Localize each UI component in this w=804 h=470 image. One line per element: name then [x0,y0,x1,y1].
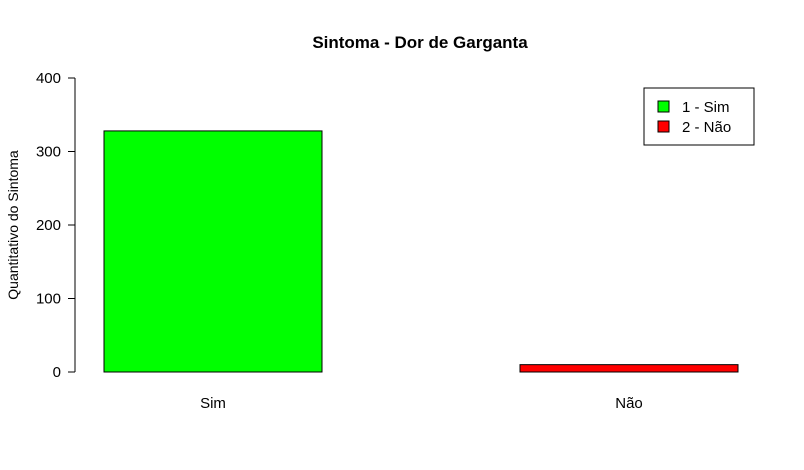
y-tick-label: 0 [53,364,61,381]
bar-nao [519,364,739,373]
y-tick-label: 200 [36,217,61,234]
legend-label: 1 - Sim [682,99,730,116]
legend: 1 - Sim 2 - Não [643,87,755,146]
legend-box [643,87,755,146]
x-tick-label: Não [615,395,643,412]
legend-swatch [657,120,670,133]
x-tick-labels: Sim Não [200,395,643,412]
legend-swatch [657,100,670,113]
legend-label: 2 - Não [682,119,731,136]
y-tick-label: 300 [36,144,61,161]
y-tick-label: 100 [36,291,61,308]
y-tick-label: 400 [36,70,61,87]
bar-sim [103,130,323,373]
x-tick-label: Sim [200,395,226,412]
y-axis-label: Quantitativo do Sintoma [5,150,21,300]
bars [103,130,739,373]
y-axis: 0 100 200 300 400 [36,70,76,381]
chart-title: Sintoma - Dor de Garganta [312,33,528,52]
